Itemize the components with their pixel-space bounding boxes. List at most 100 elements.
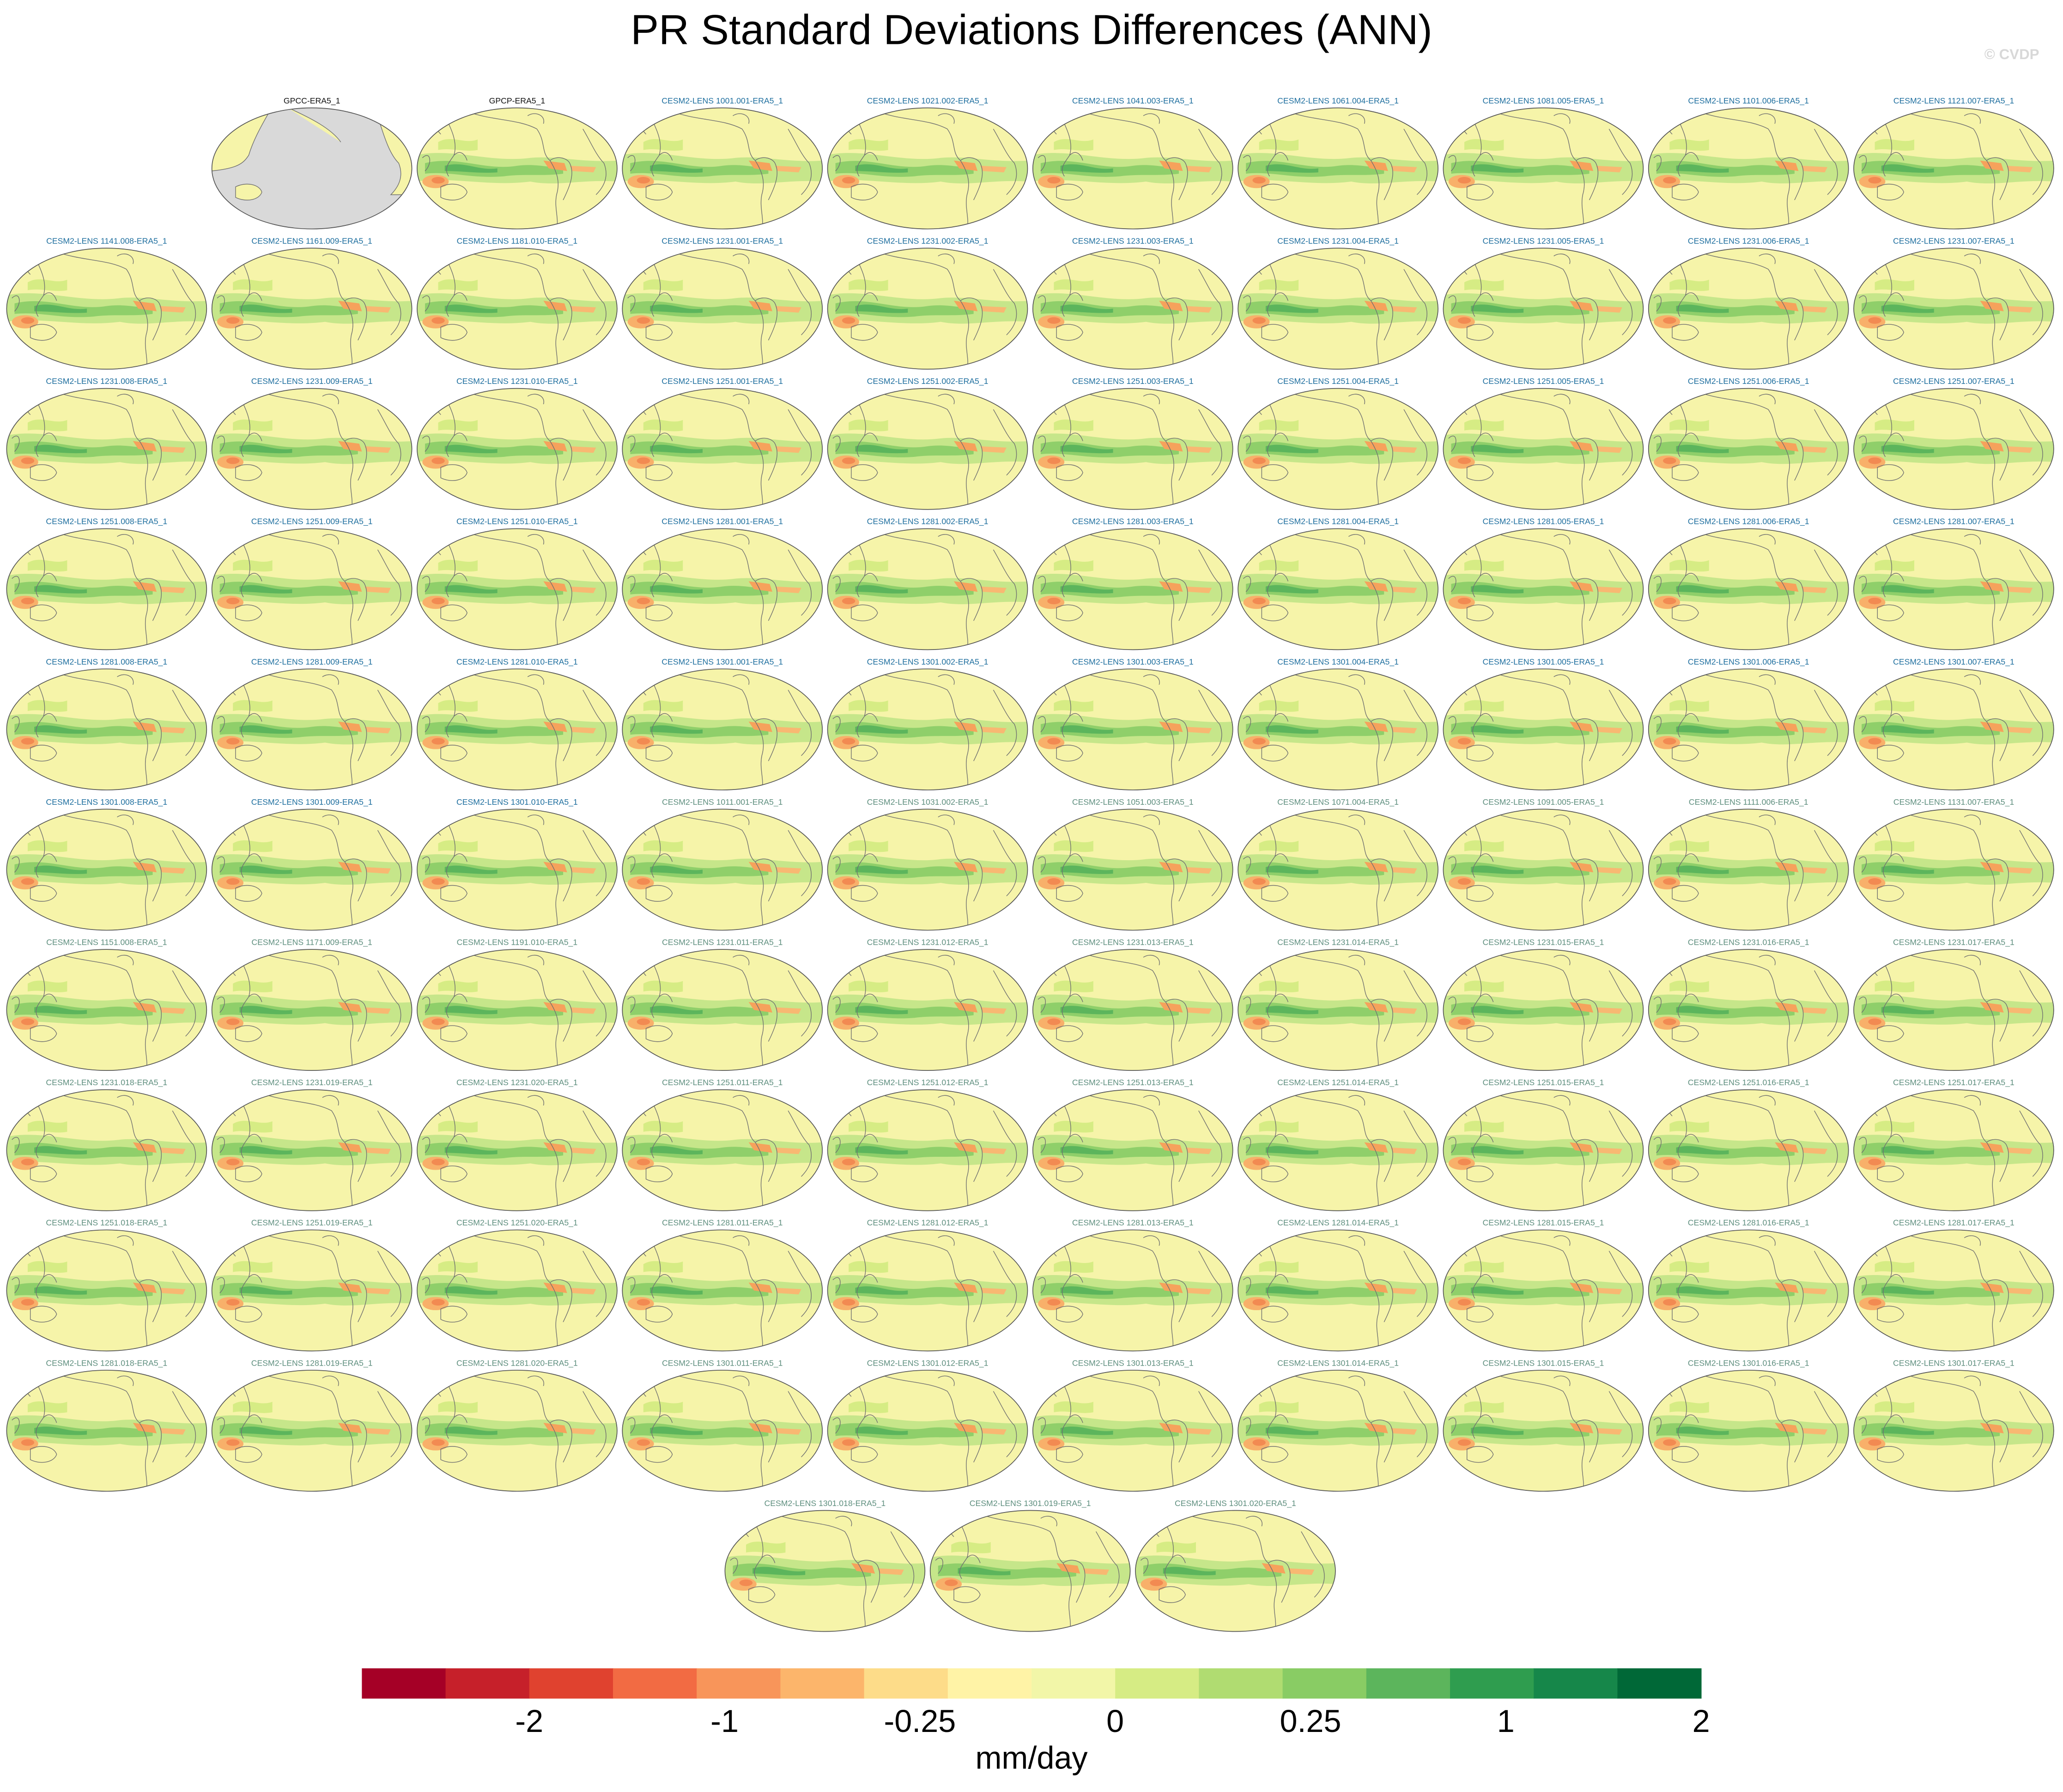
map — [211, 387, 413, 511]
map-panel: CESM2-LENS 1231.016-ERA5_1 — [1647, 938, 1850, 1072]
map-panel: CESM2-LENS 1031.002-ERA5_1 — [826, 797, 1029, 931]
map — [1442, 527, 1645, 651]
panel-label: CESM2-LENS 1301.020-ERA5_1 — [1175, 1499, 1296, 1508]
map — [1647, 387, 1850, 511]
map — [416, 107, 619, 231]
panel-label: CESM2-LENS 1131.007-ERA5_1 — [1893, 797, 2014, 807]
panel-label: CESM2-LENS 1281.013-ERA5_1 — [1072, 1218, 1194, 1228]
map-panel: CESM2-LENS 1251.019-ERA5_1 — [211, 1218, 413, 1352]
map-panel: CESM2-LENS 1301.005-ERA5_1 — [1442, 657, 1645, 791]
map-panel: CESM2-LENS 1251.018-ERA5_1 — [6, 1218, 208, 1352]
map-panel: CESM2-LENS 1231.015-ERA5_1 — [1442, 938, 1645, 1072]
colorbar-box — [1032, 1668, 1116, 1699]
colorbar-box — [1199, 1668, 1283, 1699]
map-panel: GPCC-ERA5_1 — [211, 96, 413, 230]
panel-label: CESM2-LENS 1251.002-ERA5_1 — [867, 377, 989, 386]
map — [1237, 808, 1439, 932]
watermark: © CVDP — [1984, 46, 2039, 62]
map — [621, 247, 824, 371]
map-panel: CESM2-LENS 1011.001-ERA5_1 — [621, 797, 824, 931]
map — [6, 527, 208, 651]
map-panel: CESM2-LENS 1301.006-ERA5_1 — [1647, 657, 1850, 791]
colorbar-box — [362, 1668, 446, 1699]
map — [1442, 1228, 1645, 1352]
map-panel: CESM2-LENS 1111.006-ERA5_1 — [1647, 797, 1850, 931]
panel-label: CESM2-LENS 1151.008-ERA5_1 — [46, 938, 167, 948]
map — [826, 107, 1029, 231]
map — [1442, 247, 1645, 371]
map — [1032, 1369, 1234, 1493]
panel-label: CESM2-LENS 1281.015-ERA5_1 — [1482, 1218, 1604, 1228]
panel-label: CESM2-LENS 1251.015-ERA5_1 — [1482, 1078, 1604, 1087]
panel-label: CESM2-LENS 1281.005-ERA5_1 — [1482, 517, 1604, 527]
panel-label: CESM2-LENS 1281.008-ERA5_1 — [46, 657, 167, 667]
map-panel: CESM2-LENS 1081.005-ERA5_1 — [1442, 96, 1645, 230]
map-panel: CESM2-LENS 1301.014-ERA5_1 — [1237, 1358, 1439, 1492]
panel-label: CESM2-LENS 1301.011-ERA5_1 — [662, 1358, 783, 1368]
map — [826, 527, 1029, 651]
map — [1237, 1228, 1439, 1352]
panel-label: CESM2-LENS 1251.004-ERA5_1 — [1277, 377, 1399, 386]
map-panel: CESM2-LENS 1301.013-ERA5_1 — [1032, 1358, 1234, 1492]
map-panel: CESM2-LENS 1051.003-ERA5_1 — [1032, 797, 1234, 931]
map — [1237, 247, 1439, 371]
map — [621, 527, 824, 651]
panel-label: CESM2-LENS 1161.009-ERA5_1 — [251, 237, 372, 246]
panel-label: CESM2-LENS 1061.004-ERA5_1 — [1277, 96, 1399, 106]
map-panel: CESM2-LENS 1251.020-ERA5_1 — [416, 1218, 619, 1352]
panel-label: CESM2-LENS 1231.020-ERA5_1 — [456, 1078, 578, 1087]
panel-label: CESM2-LENS 1251.013-ERA5_1 — [1072, 1078, 1194, 1087]
map — [6, 247, 208, 371]
panel-label: CESM2-LENS 1281.001-ERA5_1 — [661, 517, 783, 527]
panel-label: CESM2-LENS 1301.019-ERA5_1 — [970, 1499, 1091, 1508]
map-panel: CESM2-LENS 1231.008-ERA5_1 — [6, 377, 208, 510]
panel-label: CESM2-LENS 1281.019-ERA5_1 — [251, 1358, 373, 1368]
panel-label: CESM2-LENS 1281.006-ERA5_1 — [1688, 517, 1809, 527]
map — [1237, 1088, 1439, 1212]
colorbar-box — [1115, 1668, 1200, 1699]
map — [621, 1228, 824, 1352]
map — [211, 668, 413, 791]
map — [1237, 527, 1439, 651]
map-panel: CESM2-LENS 1151.008-ERA5_1 — [6, 938, 208, 1072]
colorbar-box — [1366, 1668, 1450, 1699]
map — [1032, 668, 1234, 791]
map — [416, 1369, 619, 1493]
map-panel: CESM2-LENS 1281.008-ERA5_1 — [6, 657, 208, 791]
panel-label: CESM2-LENS 1231.012-ERA5_1 — [867, 938, 989, 948]
map-panel: CESM2-LENS 1301.003-ERA5_1 — [1032, 657, 1234, 791]
map-panel: CESM2-LENS 1231.013-ERA5_1 — [1032, 938, 1234, 1072]
map — [1032, 948, 1234, 1072]
panel-label: CESM2-LENS 1301.010-ERA5_1 — [456, 797, 578, 807]
map-panel: CESM2-LENS 1021.002-ERA5_1 — [826, 96, 1029, 230]
map-panel: CESM2-LENS 1251.008-ERA5_1 — [6, 517, 208, 651]
map-panel: CESM2-LENS 1251.011-ERA5_1 — [621, 1078, 824, 1212]
map — [1647, 948, 1850, 1072]
panel-label: CESM2-LENS 1301.009-ERA5_1 — [251, 797, 373, 807]
panel-label: CESM2-LENS 1281.007-ERA5_1 — [1893, 517, 2014, 527]
colorbar-box — [864, 1668, 948, 1699]
map-panel: CESM2-LENS 1131.007-ERA5_1 — [1852, 797, 2055, 931]
map — [1442, 1369, 1645, 1493]
map-panel: CESM2-LENS 1231.019-ERA5_1 — [211, 1078, 413, 1212]
map-panel: CESM2-LENS 1231.006-ERA5_1 — [1647, 237, 1850, 371]
map — [211, 107, 413, 231]
map — [1852, 527, 2055, 651]
map-panel: CESM2-LENS 1231.003-ERA5_1 — [1032, 237, 1234, 371]
panel-label: CESM2-LENS 1231.019-ERA5_1 — [251, 1078, 373, 1087]
colorbar-tick-label: -0.25 — [884, 1704, 956, 1739]
panel-label: CESM2-LENS 1281.003-ERA5_1 — [1072, 517, 1194, 527]
map — [1647, 527, 1850, 651]
map — [416, 247, 619, 371]
map — [1852, 387, 2055, 511]
map — [1647, 1088, 1850, 1212]
panel-label: CESM2-LENS 1301.014-ERA5_1 — [1277, 1358, 1399, 1368]
map — [1237, 948, 1439, 1072]
map-panel: CESM2-LENS 1251.004-ERA5_1 — [1237, 377, 1439, 510]
panel-label: CESM2-LENS 1251.020-ERA5_1 — [456, 1218, 578, 1228]
map — [1032, 527, 1234, 651]
map — [1852, 1228, 2055, 1352]
panel-label: CESM2-LENS 1281.010-ERA5_1 — [456, 657, 578, 667]
map — [929, 1509, 1132, 1633]
